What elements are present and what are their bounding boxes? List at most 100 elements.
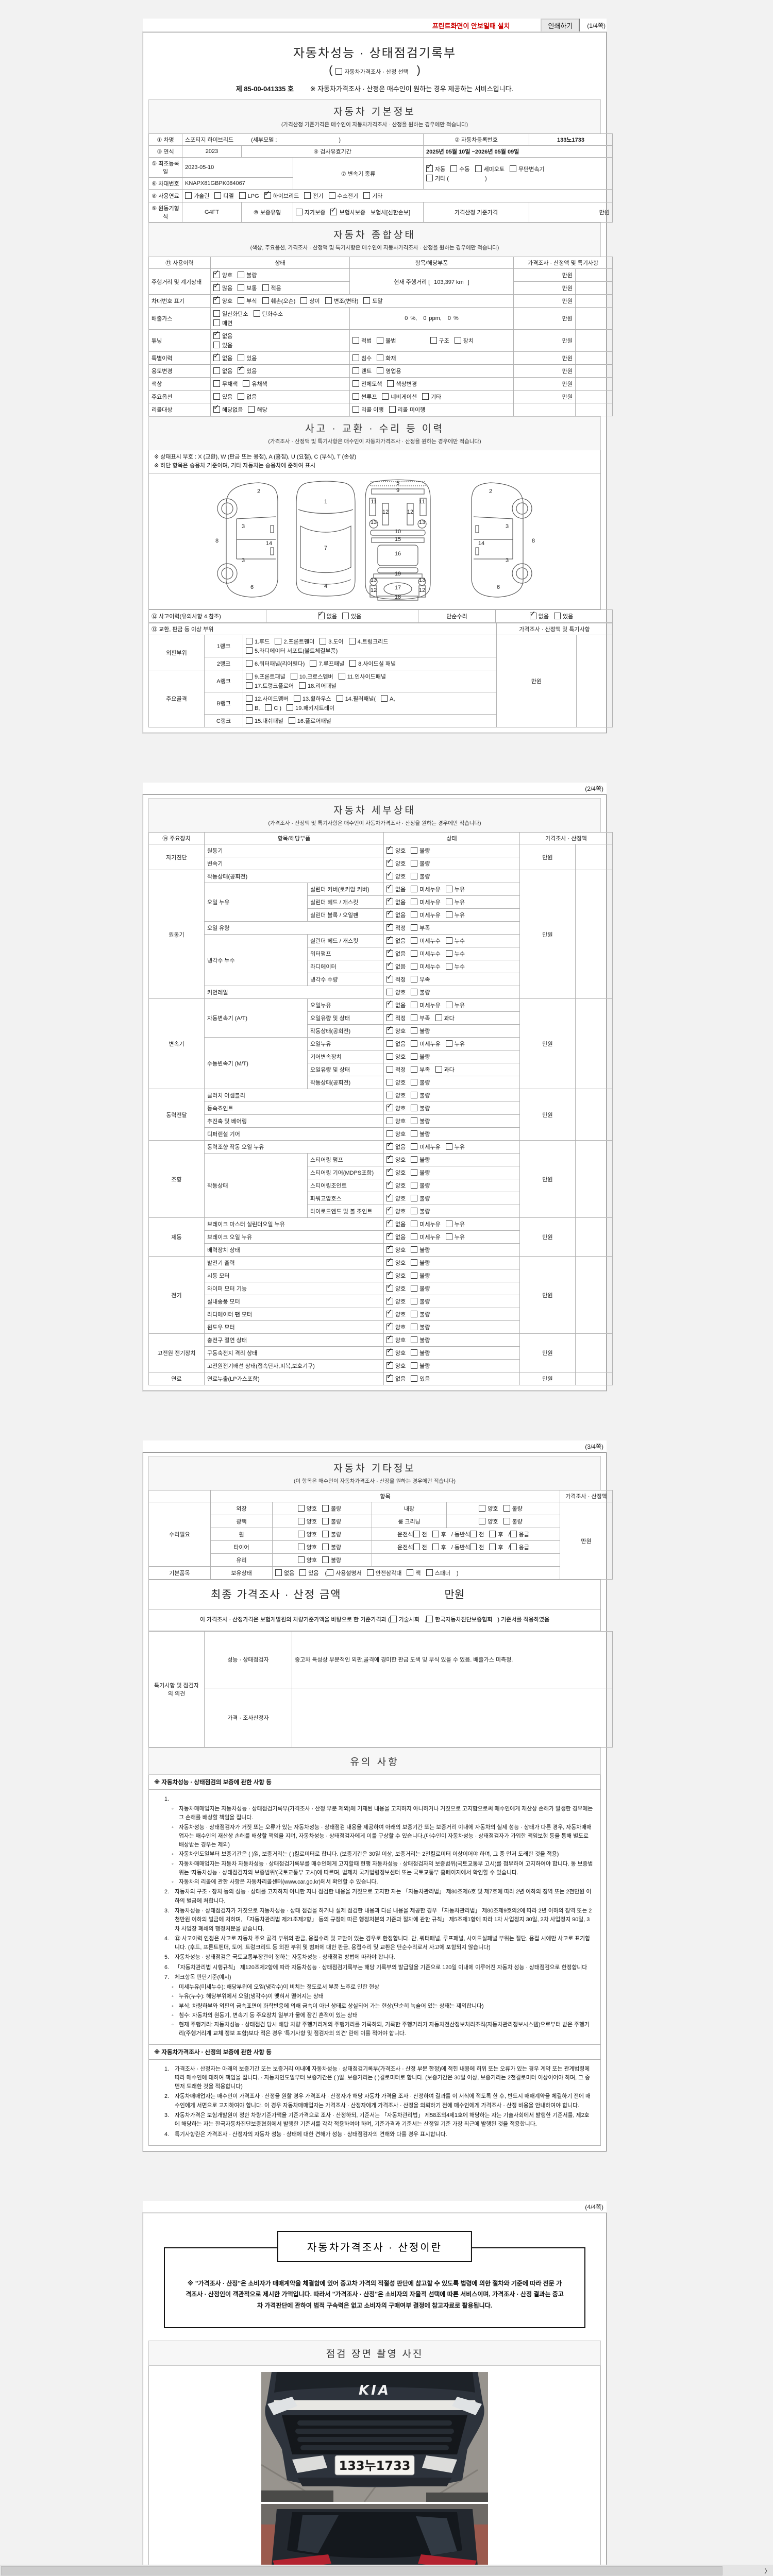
- checkbox-checked[interactable]: 없음: [386, 960, 406, 971]
- checkbox-unchecked[interactable]: 16.플로어패널: [288, 717, 331, 725]
- scrollbar-right-arrow-icon[interactable]: 〉: [764, 2567, 771, 2575]
- checkbox-unchecked[interactable]: 없음: [275, 1569, 294, 1577]
- checkbox-unchecked[interactable]: 누유: [445, 1040, 465, 1048]
- checkbox-unchecked[interactable]: 불량: [411, 1053, 430, 1061]
- checkbox-unchecked[interactable]: 불량: [411, 1104, 430, 1112]
- checkbox-checked[interactable]: 양호: [386, 1243, 406, 1254]
- checkbox-checked[interactable]: 없음: [386, 908, 406, 919]
- checkbox-unchecked[interactable]: 15.대쉬패널: [246, 717, 283, 725]
- checkbox-checked[interactable]: 양호: [386, 844, 406, 855]
- checkbox-unchecked[interactable]: 기타 (: [426, 174, 449, 182]
- checkbox-unchecked[interactable]: 상이: [300, 297, 320, 305]
- checkbox-unchecked[interactable]: 리콜 미이행: [389, 405, 425, 414]
- checkbox-unchecked[interactable]: 후: [432, 1530, 446, 1538]
- checkbox-checked[interactable]: 적정: [386, 973, 406, 984]
- checkbox-unchecked[interactable]: LPG: [239, 192, 259, 199]
- checkbox-unchecked[interactable]: 가솔린: [185, 192, 209, 200]
- checkbox-unchecked[interactable]: 도말: [363, 297, 383, 305]
- checkbox-unchecked[interactable]: 7.루프패널: [310, 659, 344, 668]
- checkbox-unchecked[interactable]: 응급: [510, 1543, 529, 1551]
- checkbox-checked[interactable]: 양호: [386, 870, 406, 880]
- checkbox-unchecked[interactable]: 10.크로스멤버: [290, 672, 333, 681]
- checkbox-checked[interactable]: 없음: [386, 1372, 406, 1383]
- checkbox-unchecked[interactable]: 1.후드: [246, 637, 270, 646]
- checkbox-unchecked[interactable]: 양호: [297, 1504, 317, 1513]
- checkbox-unchecked[interactable]: 훼손(오손): [262, 297, 295, 305]
- checkbox-unchecked[interactable]: 부족: [411, 975, 430, 984]
- checkbox-unchecked[interactable]: 적법: [352, 336, 372, 345]
- checkbox-unchecked[interactable]: 미세누유: [411, 898, 441, 906]
- checkbox-unchecked[interactable]: 전기: [304, 192, 324, 200]
- checkbox-unchecked[interactable]: 누수: [445, 950, 465, 958]
- checkbox-unchecked[interactable]: 누유: [445, 911, 465, 919]
- checkbox-unchecked[interactable]: 누수: [445, 937, 465, 945]
- checkbox-unchecked[interactable]: 전: [470, 1530, 484, 1538]
- checkbox-checked[interactable]: 없음: [386, 883, 406, 893]
- checkbox-unchecked[interactable]: 불량: [411, 872, 430, 880]
- checkbox-unchecked[interactable]: 불량: [411, 1297, 430, 1306]
- checkbox-unchecked[interactable]: 불량: [322, 1504, 341, 1513]
- checkbox-unchecked[interactable]: 양호: [297, 1543, 317, 1551]
- checkbox-unchecked[interactable]: 불량: [322, 1530, 341, 1538]
- checkbox-unchecked[interactable]: 없음: [213, 367, 232, 375]
- checkbox-unchecked[interactable]: 양호: [297, 1530, 317, 1538]
- checkbox-unchecked[interactable]: 불량: [322, 1543, 341, 1551]
- checkbox-unchecked[interactable]: C ): [265, 704, 281, 711]
- checkbox-checked[interactable]: 없음: [386, 1230, 406, 1241]
- checkbox-unchecked[interactable]: 불량: [411, 1130, 430, 1138]
- checkbox-unchecked[interactable]: 불량: [411, 1156, 430, 1164]
- checkbox-unchecked[interactable]: 9.프론트패널: [246, 672, 285, 681]
- checkbox-unchecked[interactable]: 6.쿼터패널(리어휀다): [246, 659, 305, 668]
- checkbox-unchecked[interactable]: 불량: [411, 1194, 430, 1202]
- checkbox-unchecked[interactable]: 양호: [386, 1130, 406, 1138]
- checkbox-unchecked[interactable]: B,: [246, 704, 260, 711]
- checkbox-unchecked[interactable]: 불량: [411, 1117, 430, 1125]
- checkbox-unchecked[interactable]: 불량: [411, 1181, 430, 1190]
- checkbox-checked[interactable]: 양호: [386, 1024, 406, 1035]
- checkbox-unchecked[interactable]: 리콜 이행: [352, 405, 384, 414]
- checkbox-unchecked[interactable]: 양호: [386, 1053, 406, 1061]
- checkbox-checked[interactable]: 없음: [386, 895, 406, 906]
- checkbox-unchecked[interactable]: 미세누수: [411, 937, 441, 945]
- checkbox-checked[interactable]: 양호: [386, 1295, 406, 1306]
- checkbox-unchecked[interactable]: 부족: [411, 924, 430, 932]
- checkbox-unchecked[interactable]: 부식: [238, 297, 257, 305]
- checkbox-checked[interactable]: 많음: [213, 281, 232, 292]
- checkbox-unchecked[interactable]: 불량: [503, 1517, 523, 1526]
- checkbox-unchecked[interactable]: 화재: [377, 354, 396, 362]
- checkbox-unchecked[interactable]: 불량: [411, 1027, 430, 1035]
- checkbox-unchecked[interactable]: 침수: [352, 354, 372, 362]
- checkbox-checked[interactable]: 양호: [386, 1269, 406, 1280]
- checkbox-checked[interactable]: 없음: [386, 1140, 406, 1151]
- checkbox-unchecked[interactable]: 부족: [411, 1014, 430, 1022]
- checkbox-unchecked[interactable]: 적음: [262, 284, 281, 292]
- checkbox-unchecked[interactable]: 불량: [411, 1091, 430, 1099]
- checkbox-unchecked[interactable]: 미세누유: [411, 1040, 441, 1048]
- checkbox-unchecked[interactable]: 있음: [554, 612, 573, 620]
- checkbox-unchecked[interactable]: 보통: [238, 284, 257, 292]
- checkbox-unchecked[interactable]: 네비게이션: [382, 393, 417, 401]
- checkbox-unchecked[interactable]: 불량: [322, 1517, 341, 1526]
- checkbox-unchecked[interactable]: 없음: [238, 393, 257, 401]
- checkbox-unchecked[interactable]: 영업용: [377, 367, 401, 375]
- checkbox-unchecked[interactable]: 있음: [299, 1569, 319, 1577]
- checkbox-unchecked[interactable]: 디젤: [214, 192, 234, 200]
- checkbox-unchecked[interactable]: 양호: [386, 1091, 406, 1099]
- checkbox-unchecked[interactable]: 불량: [411, 1323, 430, 1331]
- checkbox-unchecked[interactable]: 불량: [411, 1207, 430, 1215]
- checkbox-unchecked[interactable]: 전: [413, 1543, 427, 1551]
- checkbox-unchecked[interactable]: 불법: [377, 336, 396, 345]
- checkbox-unchecked[interactable]: 변조(변타): [325, 297, 358, 305]
- checkbox-unchecked[interactable]: 안전삼각대: [366, 1569, 401, 1577]
- checkbox-unchecked[interactable]: 11.인사이드패널: [338, 672, 386, 681]
- checkbox-unchecked[interactable]: 전체도색: [352, 380, 382, 388]
- checkbox-unchecked[interactable]: 세미오토: [475, 165, 505, 173]
- checkbox-unchecked[interactable]: 전: [413, 1530, 427, 1538]
- checkbox-checked[interactable]: 양호: [213, 294, 232, 305]
- checkbox-unchecked[interactable]: 미세누유: [411, 911, 441, 919]
- checkbox-unchecked[interactable]: 렌트: [352, 367, 372, 375]
- checkbox-unchecked[interactable]: 불량: [411, 1336, 430, 1344]
- checkbox-unchecked[interactable]: 있음: [213, 341, 232, 349]
- print-plugin-install-link[interactable]: 프린트화면이 안보일때 설치: [432, 22, 510, 30]
- checkbox-unchecked[interactable]: 있음: [411, 1375, 430, 1383]
